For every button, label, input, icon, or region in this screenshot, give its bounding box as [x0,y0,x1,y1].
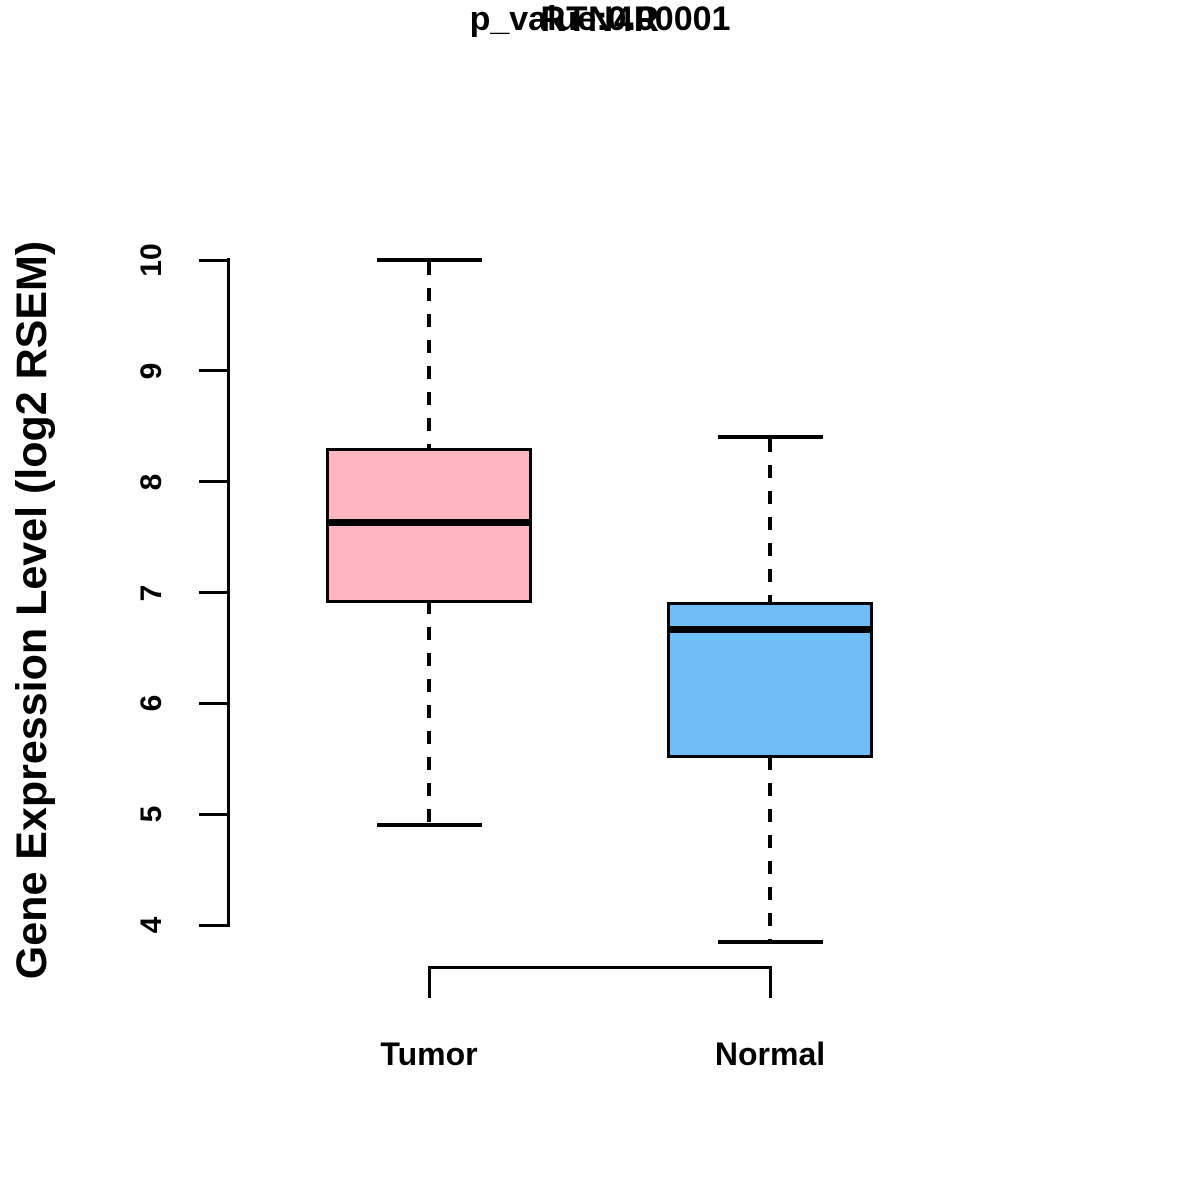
x-axis-bracket-line [427,965,772,969]
y-axis-tick [199,701,227,705]
y-axis-tick [199,369,227,373]
x-category-label-normal: Normal [714,1036,826,1072]
y-axis-tick [199,591,227,594]
y-axis-tick [199,923,227,927]
whisker-cap-lower-normal [717,939,823,944]
whisker-line-lower-tumor [427,601,431,824]
y-axis-tick-label: 10 [135,243,168,277]
y-axis-tick [199,812,227,816]
whisker-line-lower-normal [768,756,772,940]
y-axis-tick-label: 5 [135,805,168,823]
whisker-cap-upper-tumor [376,258,482,262]
median-line-normal [667,625,873,633]
whisker-cap-lower-tumor [376,823,482,828]
x-axis-bracket-tick-tumor [427,965,431,998]
y-axis-tick-label: 4 [135,916,168,934]
y-axis-tick-label: 9 [135,362,168,380]
y-axis-line [227,258,230,927]
x-axis-bracket-tick-normal [768,965,772,998]
whisker-line-upper-normal [768,439,772,604]
chart-title: RTN4R [540,0,660,39]
chart-subtitle: p_value:0.00001 [469,0,731,38]
whisker-line-upper-tumor [427,262,431,450]
median-line-tumor [326,519,532,527]
y-axis-tick-label: 6 [135,694,168,712]
y-axis-tick-label: 7 [135,584,168,601]
y-axis-tick [199,480,227,484]
y-axis-tick-label: 8 [135,473,168,490]
whisker-cap-upper-normal [717,435,823,440]
x-category-label-tumor: Tumor [380,1036,478,1072]
y-axis-tick [199,258,227,262]
